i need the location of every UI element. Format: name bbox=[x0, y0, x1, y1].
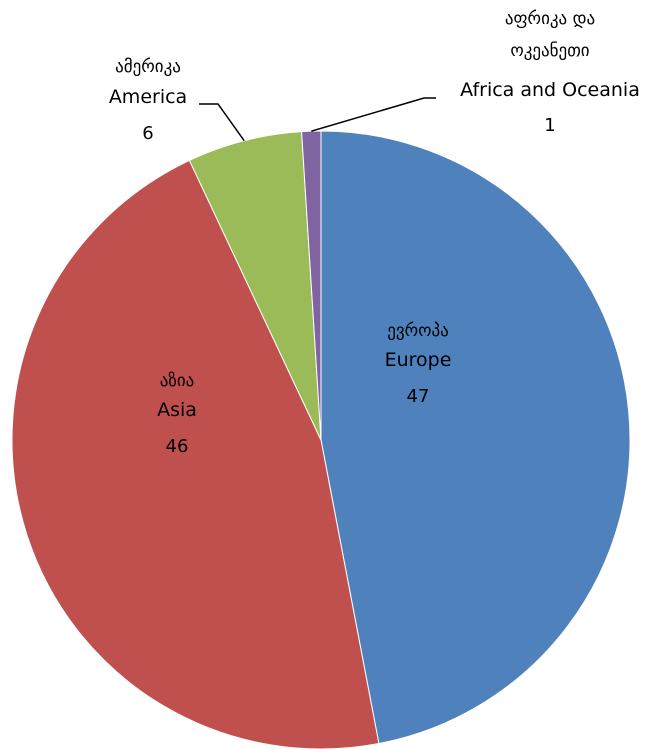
label-africa-oceania-ka-line1: აფრიკა და bbox=[505, 9, 595, 29]
value-europe: 47 bbox=[407, 386, 430, 407]
leader-line-america bbox=[199, 103, 245, 142]
label-africa-oceania: აფრიკა და ოკეანეთი Africa and Oceania 1 bbox=[460, 9, 640, 136]
slice-asia bbox=[11, 159, 380, 749]
label-africa-oceania-ka-line2: ოკეანეთი bbox=[510, 41, 589, 61]
label-europe-ka: ევროპა bbox=[387, 321, 449, 341]
leader-line-africa-oceania bbox=[311, 97, 436, 132]
value-america: 6 bbox=[142, 123, 153, 144]
label-america-ka: ამერიკა bbox=[115, 57, 181, 77]
label-asia-ka: აზია bbox=[160, 371, 195, 391]
label-europe-en: Europe bbox=[385, 349, 452, 371]
label-africa-oceania-en: Africa and Oceania bbox=[460, 79, 640, 101]
label-asia: აზია Asia 46 bbox=[157, 371, 197, 457]
value-africa-oceania: 1 bbox=[544, 115, 555, 136]
label-america: ამერიკა America 6 bbox=[109, 57, 187, 144]
label-america-en: America bbox=[109, 86, 187, 108]
label-asia-en: Asia bbox=[157, 399, 197, 421]
leader-lines bbox=[199, 97, 436, 142]
label-europe: ევროპა Europe 47 bbox=[385, 321, 452, 407]
pie-slices bbox=[11, 130, 631, 749]
slice-europe bbox=[320, 130, 631, 745]
value-asia: 46 bbox=[166, 436, 189, 457]
